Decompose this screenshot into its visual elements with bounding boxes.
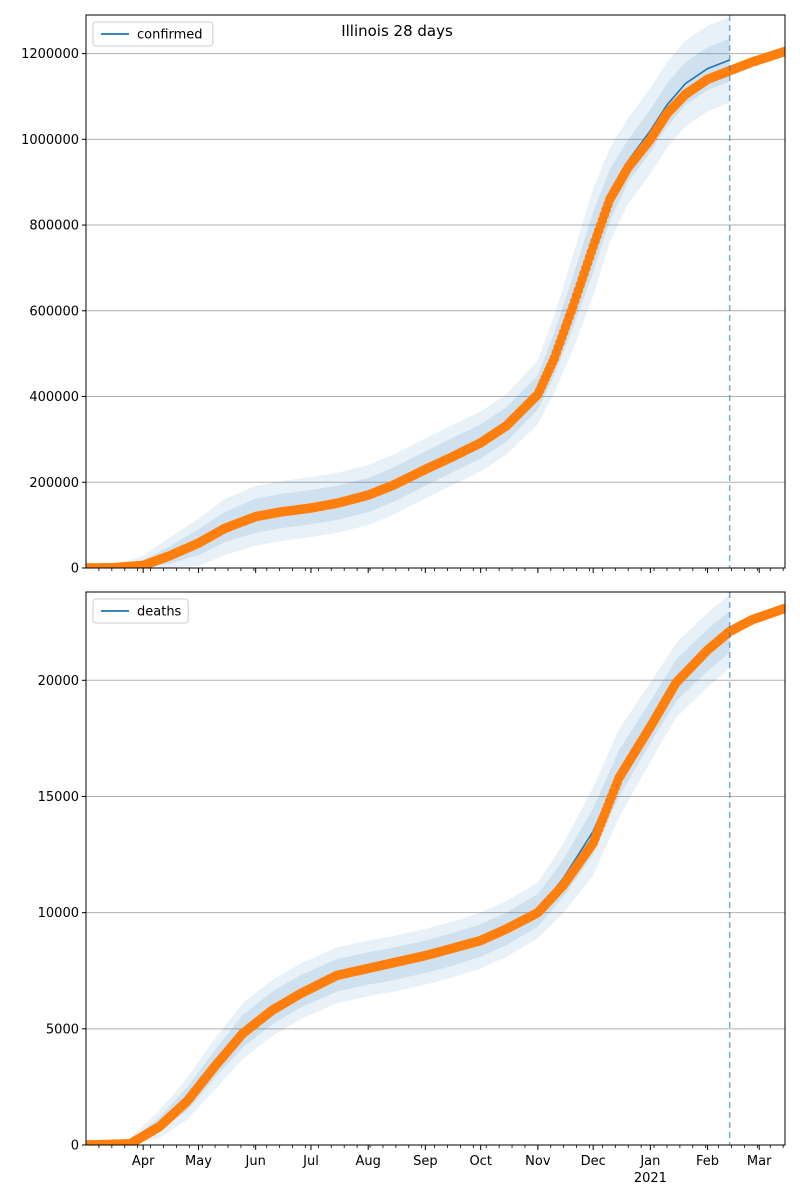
legend-box xyxy=(92,21,214,47)
x-tick-label: Nov xyxy=(525,1154,551,1169)
x-tick-label: Sep xyxy=(413,1154,438,1169)
observed-point xyxy=(780,603,785,614)
x-tick-label: Jun xyxy=(245,1154,266,1169)
legend-label: deaths xyxy=(137,605,182,620)
chart-title: Illinois 28 days xyxy=(341,22,453,40)
plot-area xyxy=(86,594,785,1145)
x-tick-label: Apr xyxy=(132,1154,155,1169)
y-tick-label: 5000 xyxy=(46,1022,79,1037)
axes-frame xyxy=(85,14,786,569)
y-tick-label: 600000 xyxy=(29,304,79,319)
legend: deaths xyxy=(92,598,189,624)
y-tick-label: 400000 xyxy=(29,390,79,405)
x-tick-label: Oct xyxy=(469,1154,491,1169)
x-tick-label: Jan xyxy=(639,1154,660,1169)
y-tick-label: 0 xyxy=(71,1139,79,1154)
y-tick-label: 800000 xyxy=(29,219,79,234)
y-tick-label: 0 xyxy=(71,562,79,577)
x-tick-label: Feb xyxy=(696,1154,719,1169)
x-tick-label-year: 2021 xyxy=(634,1171,667,1186)
x-tick-label: Aug xyxy=(355,1154,380,1169)
uncertainty-band-outer xyxy=(86,594,730,1145)
y-tick-label: 20000 xyxy=(38,674,79,689)
observed-point xyxy=(780,46,785,57)
x-tick-label: Dec xyxy=(581,1154,606,1169)
legend-box xyxy=(92,598,189,624)
x-tick-label: Mar xyxy=(747,1154,772,1169)
uncertainty-band-outer xyxy=(86,17,730,568)
legend: confirmed xyxy=(92,21,214,47)
axes-frame xyxy=(85,591,786,1146)
observed-points xyxy=(86,46,785,568)
uncertainty-band-inner xyxy=(86,38,730,568)
legend-label: confirmed xyxy=(137,28,203,43)
plot-area xyxy=(86,17,785,568)
y-tick-label: 10000 xyxy=(38,906,79,921)
chart-panel-1: 0 200000 400000 600000 800000 1000000 1200000 c… xyxy=(21,14,786,577)
x-tick-label: May xyxy=(185,1154,212,1169)
x-tick-label: Jul xyxy=(302,1154,319,1169)
y-tick-label: 200000 xyxy=(29,476,79,491)
y-tick-label: 15000 xyxy=(38,790,79,805)
chart-panel-2: 0 5000 10000 15000 20000 Apr May Jun Jul Aug Sep Oc… xyxy=(38,591,786,1186)
observed-points xyxy=(86,603,785,1145)
y-tick-label: 1000000 xyxy=(21,133,79,148)
y-tick-label: 1200000 xyxy=(21,47,79,62)
